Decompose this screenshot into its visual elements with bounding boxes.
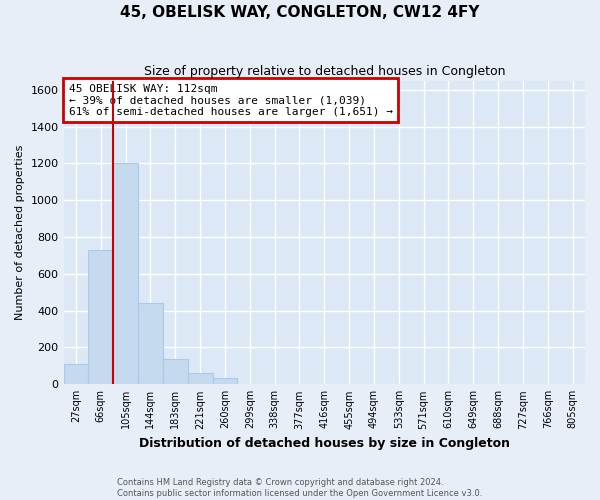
Text: 45, OBELISK WAY, CONGLETON, CW12 4FY: 45, OBELISK WAY, CONGLETON, CW12 4FY [120, 5, 480, 20]
Title: Size of property relative to detached houses in Congleton: Size of property relative to detached ho… [143, 65, 505, 78]
Bar [188, 374, 212, 384]
Y-axis label: Number of detached properties: Number of detached properties [15, 144, 25, 320]
Bar [113, 164, 138, 384]
Text: 45 OBELISK WAY: 112sqm
← 39% of detached houses are smaller (1,039)
61% of semi-: 45 OBELISK WAY: 112sqm ← 39% of detached… [69, 84, 393, 117]
Text: Contains HM Land Registry data © Crown copyright and database right 2024.
Contai: Contains HM Land Registry data © Crown c… [118, 478, 482, 498]
Bar [64, 364, 88, 384]
Bar [88, 250, 113, 384]
Bar [163, 358, 188, 384]
X-axis label: Distribution of detached houses by size in Congleton: Distribution of detached houses by size … [139, 437, 510, 450]
Bar [138, 304, 163, 384]
Bar [212, 378, 238, 384]
